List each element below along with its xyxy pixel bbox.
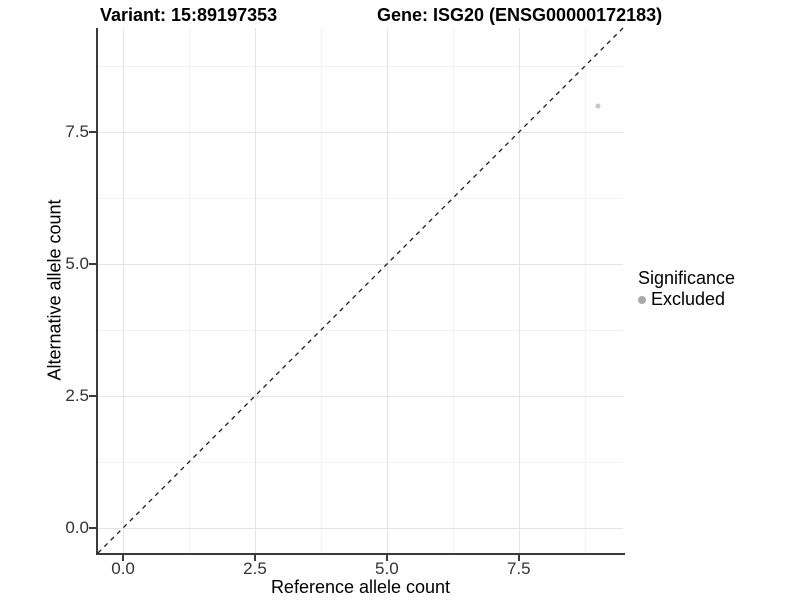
- x-tick: [385, 555, 388, 561]
- x-tick-label: 7.5: [506, 559, 531, 578]
- plot-panel: [97, 27, 624, 554]
- gridline-minor: [98, 66, 623, 68]
- gridline-major: [386, 28, 388, 553]
- y-tick: [89, 395, 96, 398]
- gridline-major: [98, 132, 623, 134]
- gridline-minor: [320, 28, 322, 553]
- legend: Significance Excluded: [638, 268, 735, 310]
- legend-entry-excluded: Excluded: [638, 289, 735, 310]
- gridline-minor: [98, 198, 623, 200]
- y-axis-line: [96, 28, 98, 555]
- x-tick-label: 5.0: [375, 559, 399, 578]
- legend-key-dot-icon: [638, 295, 646, 304]
- x-tick: [122, 555, 125, 561]
- legend-title: Significance: [638, 268, 736, 288]
- gridline-major: [98, 396, 623, 398]
- x-tick: [253, 555, 256, 561]
- gridline-major: [518, 28, 520, 553]
- x-axis-line: [96, 553, 625, 555]
- x-tick: [517, 555, 520, 561]
- x-tick-label: 2.5: [243, 559, 267, 578]
- x-axis-title: Reference allele count: [270, 577, 451, 597]
- gridline-major: [98, 527, 623, 529]
- gridline-major: [254, 28, 256, 553]
- gridline-minor: [98, 330, 623, 332]
- gridline-minor: [584, 28, 586, 553]
- y-tick-label: 5.0: [65, 254, 89, 274]
- y-tick: [89, 131, 96, 134]
- y-tick-label: 2.5: [65, 386, 89, 406]
- y-tick-label: 7.5: [65, 122, 89, 142]
- gridline-minor: [452, 28, 454, 553]
- gridline-minor: [98, 461, 623, 463]
- y-tick-label: 0.0: [65, 517, 89, 537]
- plot-title-variant: Variant: 15:89197353: [100, 5, 278, 25]
- gridline-minor: [189, 28, 191, 553]
- y-tick: [89, 526, 96, 529]
- y-axis-title: Alternative allele count: [44, 199, 65, 381]
- gridline-major: [123, 28, 125, 553]
- gridline-major: [98, 264, 623, 266]
- data-point: [595, 103, 601, 109]
- legend-entry-label: Excluded: [651, 289, 726, 309]
- identity-dashed-line: [97, 27, 624, 554]
- y-tick: [89, 263, 96, 266]
- plot-title-gene: Gene: ISG20 (ENSG00000172183): [377, 5, 663, 25]
- x-tick-label: 0.0: [111, 559, 135, 578]
